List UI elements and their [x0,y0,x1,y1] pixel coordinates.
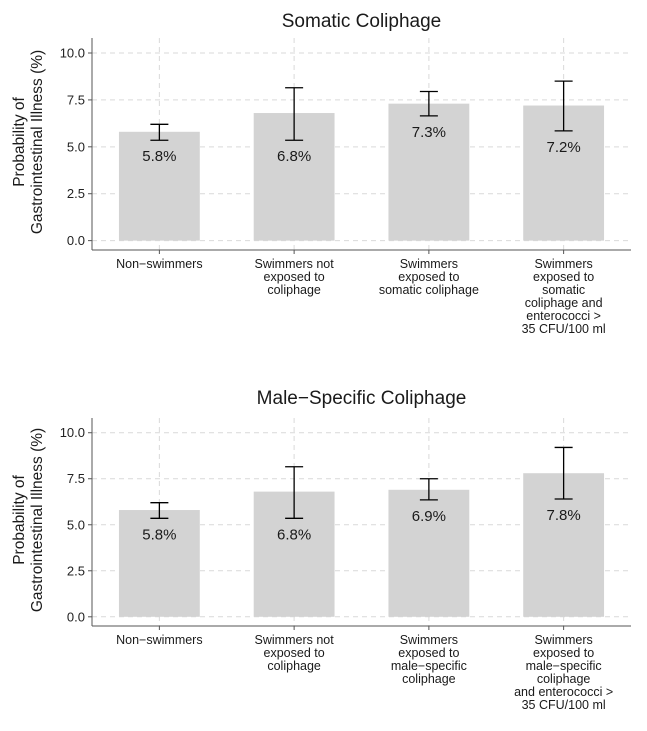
x-tick-label-line: Swimmers not [255,633,335,647]
x-tick-label-line: exposed to [533,646,594,660]
x-tick-label-line: exposed to [264,646,325,660]
x-tick-label-line: exposed to [398,646,459,660]
chart-title: Somatic Coliphage [282,11,441,32]
x-tick-label: Swimmers exposed to male−specific coliphage [391,633,467,686]
bar [388,489,470,617]
x-tick-label: Non−swimmers [116,633,202,647]
y-tick-label: 0.0 [67,609,85,624]
data-label: 6.8% [277,148,311,165]
x-tick-label-line: exposed to [533,270,594,284]
x-tick-label: Non−swimmers [116,257,202,271]
x-tick-label-line: 35 CFU/100 ml [522,322,606,336]
x-tick-label-line: Non−swimmers [116,257,202,271]
y-axis-title: Probability ofGastrointestinal Illness (… [11,428,46,612]
x-tick-label-line: somatic [542,283,585,297]
x-tick-label-line: exposed to [264,270,325,284]
x-tick-label-line: enterococci > [526,309,601,323]
x-tick-label-line: Swimmers [400,257,458,271]
x-tick-label: Swimmers exposed to somatic coliphage and en… [522,257,606,336]
chart-panel-2: Male−Specific Coliphage 5.8% 6.8% 6.9% 7.8% 0… [11,388,631,712]
x-tick-label-line: male−specific [526,659,602,673]
x-tick-label-line: and enterococci > [514,685,613,699]
data-label: 7.3% [412,124,446,141]
x-tick-label-line: Non−swimmers [116,633,202,647]
x-tick-label-line: Swimmers [534,633,592,647]
x-tick-label-line: 35 CFU/100 ml [522,698,606,712]
bar [388,103,470,241]
x-tick-label: Swimmers not exposed to coliphage [255,633,335,673]
y-tick-label: 7.5 [67,471,85,486]
y-tick-label: 2.5 [67,563,85,578]
y-tick-label: 5.0 [67,139,85,154]
data-label: 5.8% [142,526,176,543]
y-tick-label: 7.5 [67,92,85,107]
x-tick-label-line: coliphage and [525,296,603,310]
x-tick-label-line: coliphage [402,672,456,686]
x-tick-label-line: coliphage [537,672,591,686]
x-tick-label-line: Swimmers [534,257,592,271]
data-label: 6.9% [412,508,446,525]
data-label: 7.2% [547,139,581,156]
data-label: 7.8% [547,507,581,524]
y-axis-title-line: Probability of [11,475,28,565]
chart-title: Male−Specific Coliphage [257,388,467,409]
y-tick-label: 2.5 [67,186,85,201]
chart-panel-1: Somatic Coliphage 5.8% 6.8% 7.3% 7.2% 0.0 2.5 5… [11,11,631,336]
y-tick-label: 5.0 [67,517,85,532]
y-tick-label: 10.0 [60,46,85,61]
y-axis-title-line: Gastrointestinal Illness (%) [29,428,46,612]
x-tick-label: Swimmers exposed to somatic coliphage [379,257,479,297]
x-tick-label: Swimmers exposed to male−specific coliphage… [514,633,613,712]
x-tick-label-line: coliphage [267,283,321,297]
y-tick-label: 10.0 [60,425,85,440]
x-tick-label-line: Swimmers [400,633,458,647]
data-label: 6.8% [277,526,311,543]
x-tick-label-line: exposed to [398,270,459,284]
x-tick-label-line: somatic coliphage [379,283,479,297]
data-label: 5.8% [142,148,176,165]
bar [118,131,200,241]
bar [118,510,200,617]
y-axis-title: Probability ofGastrointestinal Illness (… [11,50,46,234]
y-tick-label: 0.0 [67,233,85,248]
y-axis-title-line: Gastrointestinal Illness (%) [29,50,46,234]
x-tick-label: Swimmers not exposed to coliphage [255,257,335,297]
y-axis-title-line: Probability of [11,97,28,187]
x-tick-label-line: coliphage [267,659,321,673]
x-tick-label-line: Swimmers not [255,257,335,271]
x-tick-label-line: male−specific [391,659,467,673]
